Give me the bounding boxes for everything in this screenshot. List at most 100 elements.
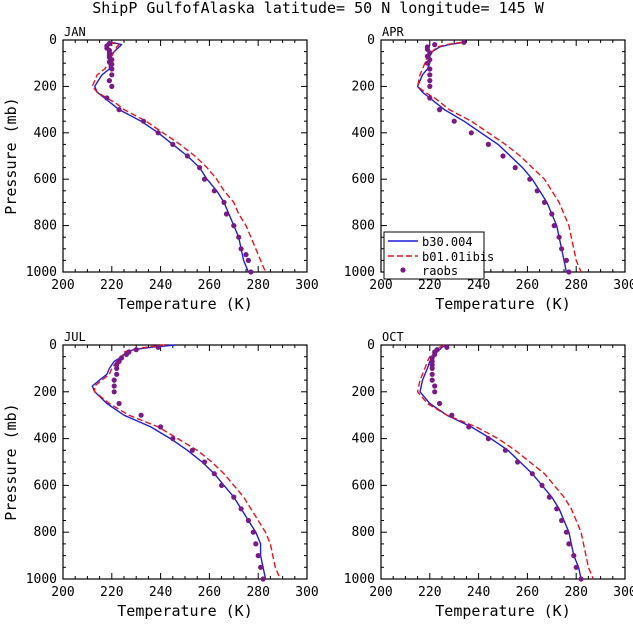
raobs-point: [201, 459, 208, 465]
y-tick-label: 0: [49, 338, 57, 353]
raobs-point: [427, 83, 433, 89]
x-axis-label: Temperature (K): [435, 602, 570, 620]
raobs-point: [260, 576, 266, 582]
raobs-point: [111, 377, 117, 383]
x-tick-label: 240: [149, 278, 172, 293]
raobs-point: [109, 72, 115, 78]
raobs-point: [432, 389, 438, 395]
x-tick-label: 260: [516, 278, 539, 293]
raobs-point: [236, 234, 242, 240]
y-tick-label: 600: [352, 172, 375, 187]
raobs-point: [573, 564, 579, 570]
raobs-point: [238, 246, 244, 252]
raobs-point: [539, 482, 545, 488]
y-tick-label: 200: [34, 385, 57, 400]
y-tick-label: 800: [34, 525, 57, 540]
raobs-point: [429, 365, 435, 371]
raobs-point: [211, 471, 217, 477]
raobs-point: [114, 371, 120, 377]
panel-jul: 200 220 240 260 280 300 0 200 400 600 800 1000 Tempe…: [2, 330, 319, 620]
raobs-point: [245, 517, 251, 524]
plot-frame: [380, 344, 626, 580]
panel-month-label: OCT: [382, 330, 404, 344]
x-tick-label: 260: [198, 278, 221, 293]
raobs-point: [485, 141, 491, 147]
raobs-point: [155, 130, 161, 136]
series-b30-line: [419, 344, 582, 580]
x-tick-label: 220: [100, 585, 123, 600]
y-tick-label: 200: [352, 385, 375, 400]
x-tick-label: 200: [369, 278, 392, 293]
raobs-point: [158, 424, 164, 430]
panel-jan: 200 220 240 260 280 300 0 200 400 600 800 1000 Tempe…: [2, 25, 319, 313]
raobs-point: [114, 365, 120, 371]
x-tick-label: 200: [51, 585, 74, 600]
x-tick-label: 220: [418, 278, 441, 293]
raobs-point: [432, 383, 438, 389]
x-tick-label: 280: [564, 585, 587, 600]
y-tick-label: 1000: [26, 265, 57, 280]
y-tick-label: 0: [49, 33, 57, 48]
raobs-point: [461, 39, 467, 45]
y-tick-label: 600: [352, 478, 375, 493]
x-axis-label: Temperature (K): [435, 295, 570, 313]
x-tick-label: 300: [295, 585, 318, 600]
raobs-point: [106, 78, 112, 84]
raobs-point: [451, 118, 457, 124]
y-tick-label: 200: [352, 79, 375, 94]
raobs-point: [541, 199, 548, 205]
raobs-point: [184, 153, 190, 159]
raobs-point: [201, 176, 208, 182]
raobs-point: [563, 529, 570, 535]
raobs-point: [170, 141, 176, 147]
y-tick-label: 800: [352, 525, 375, 540]
raobs-point: [432, 42, 438, 48]
legend-swatch-raobs: [400, 267, 406, 273]
raobs-point: [449, 412, 455, 418]
raobs-point: [111, 383, 117, 389]
raobs-point: [502, 447, 508, 453]
raobs-point: [211, 188, 217, 194]
y-tick-label: 600: [34, 478, 57, 493]
x-tick-label: 300: [295, 278, 318, 293]
raobs-point: [566, 269, 572, 275]
raobs-point: [578, 576, 584, 582]
panel-month-label: JAN: [64, 25, 86, 39]
x-tick-label: 300: [613, 278, 633, 293]
raobs-point: [109, 66, 115, 72]
x-tick-label: 240: [149, 585, 172, 600]
panel-apr: 200 220 240 260 280 300 0 200 400 600 800 1000 Tempe…: [344, 25, 633, 313]
raobs-point: [559, 246, 565, 252]
y-tick-label: 400: [352, 126, 375, 141]
x-tick-label: 240: [467, 278, 490, 293]
y-tick-label: 400: [34, 432, 57, 447]
raobs-point: [116, 400, 122, 407]
y-axis-label: Pressure (mb): [2, 97, 20, 214]
raobs-point: [444, 344, 450, 350]
raobs-point: [515, 459, 521, 465]
raobs-point: [248, 269, 254, 275]
y-tick-label: 800: [34, 219, 57, 234]
raobs-point: [429, 371, 435, 377]
raobs-point: [546, 494, 553, 500]
raobs-point: [551, 223, 557, 229]
x-tick-label: 300: [613, 585, 633, 600]
x-tick-label: 220: [418, 585, 441, 600]
raobs-point: [223, 211, 230, 217]
raobs-point: [104, 95, 110, 101]
raobs-point: [427, 95, 433, 101]
raobs-point: [571, 553, 577, 559]
panel-oct: 200 220 240 260 280 300 0 200 400 600 800 1000 Tempe…: [344, 330, 633, 620]
y-tick-label: 0: [367, 33, 375, 48]
raobs-point: [500, 153, 506, 159]
panel-month-label: JUL: [64, 330, 86, 344]
raobs-point: [427, 72, 433, 78]
raobs-point: [566, 541, 572, 547]
raobs-point: [111, 389, 117, 395]
raobs-point: [245, 257, 251, 263]
series-b01-line: [416, 344, 594, 580]
raobs-point: [258, 564, 264, 570]
raobs-point: [243, 252, 249, 258]
raobs-point: [170, 436, 176, 442]
